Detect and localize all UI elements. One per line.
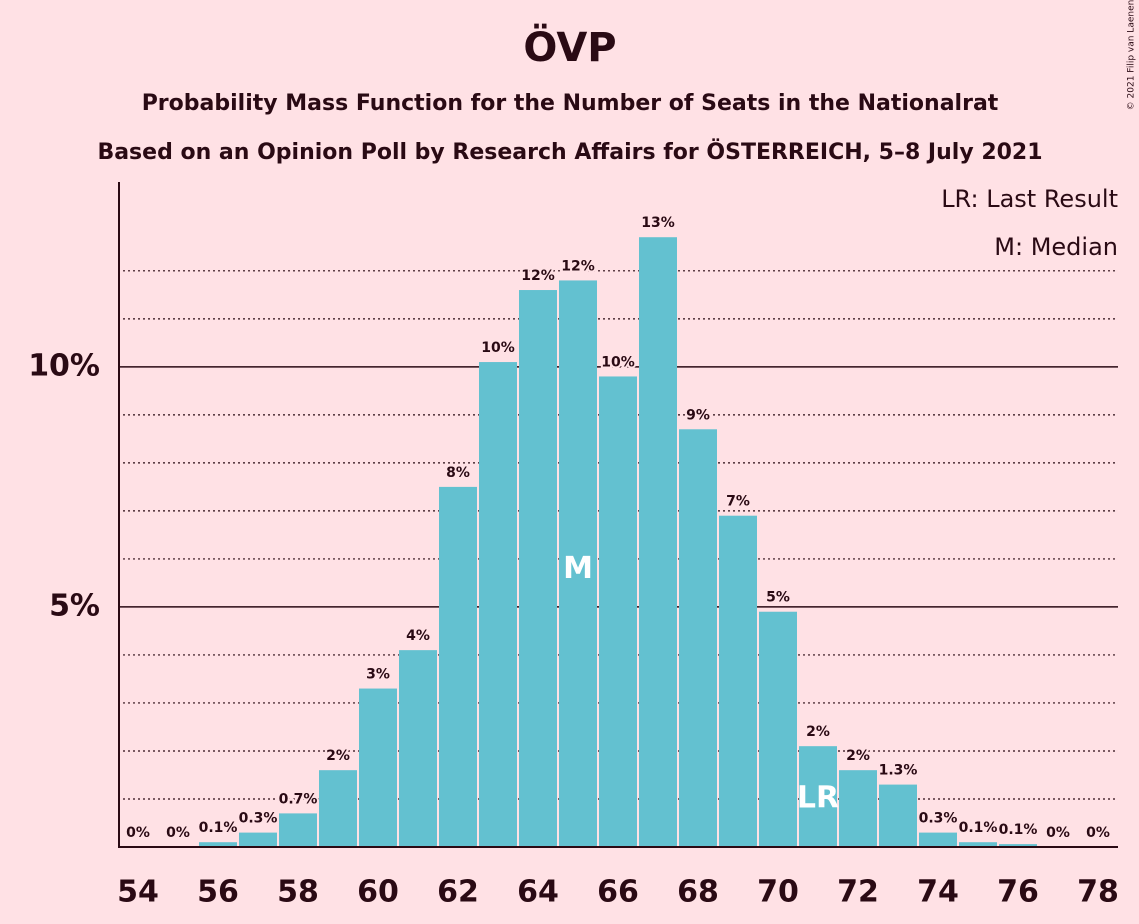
- bar: [519, 290, 557, 848]
- value-label: 0.3%: [239, 811, 278, 827]
- annotation: M: [563, 551, 593, 586]
- x-tick-label: 78: [1077, 875, 1119, 910]
- value-label: 10%: [481, 340, 515, 356]
- value-label: 0%: [166, 825, 190, 841]
- x-tick-label: 56: [197, 875, 239, 910]
- legend-entry: M: Median: [994, 233, 1118, 261]
- legend-entry: LR: Last Result: [941, 185, 1118, 213]
- bar: [479, 362, 517, 847]
- x-tick-label: 64: [517, 875, 559, 910]
- value-label: 0%: [1046, 825, 1070, 841]
- bar: [959, 842, 997, 847]
- chart-title: ÖVP: [523, 23, 616, 71]
- value-label: 2%: [846, 748, 870, 764]
- value-label: 0.1%: [199, 820, 238, 836]
- annotation: LR: [797, 781, 839, 816]
- value-label: 13%: [641, 215, 675, 231]
- value-label: 8%: [446, 465, 470, 481]
- value-label: 0.1%: [999, 822, 1038, 838]
- x-tick-label: 76: [997, 875, 1039, 910]
- bar: [879, 784, 917, 847]
- bar: [799, 746, 837, 847]
- bar: [719, 515, 757, 847]
- x-tick-label: 68: [677, 875, 719, 910]
- value-label: 0.7%: [279, 791, 318, 807]
- bar: [759, 611, 797, 847]
- x-tick-label: 54: [117, 875, 159, 910]
- y-tick-label: 10%: [28, 348, 100, 383]
- chart-subtitle: Probability Mass Function for the Number…: [142, 91, 999, 116]
- value-label: 5%: [766, 590, 790, 606]
- x-tick-label: 74: [917, 875, 959, 910]
- bar: [199, 842, 237, 847]
- bar: [919, 832, 957, 847]
- value-label: 7%: [726, 494, 750, 510]
- value-label: 0%: [126, 825, 150, 841]
- x-tick-label: 60: [357, 875, 399, 910]
- bar: [599, 376, 637, 847]
- value-label: 9%: [686, 407, 710, 423]
- bar: [319, 770, 357, 847]
- value-label: 3%: [366, 667, 390, 683]
- bar: [279, 813, 317, 847]
- value-label: 2%: [806, 724, 830, 740]
- x-tick-label: 62: [437, 875, 479, 910]
- value-label: 0.3%: [919, 811, 958, 827]
- bar: [639, 237, 677, 847]
- bar: [239, 832, 277, 847]
- value-label: 4%: [406, 628, 430, 644]
- bar: [559, 280, 597, 848]
- chart-subtitle: Based on an Opinion Poll by Research Aff…: [97, 139, 1042, 165]
- bar: [359, 688, 397, 847]
- x-tick-label: 70: [757, 875, 799, 910]
- value-label: 1.3%: [879, 763, 918, 779]
- bar: [999, 844, 1037, 847]
- bar: [679, 429, 717, 847]
- value-label: 12%: [561, 258, 595, 274]
- bar: [399, 650, 437, 847]
- value-label: 2%: [326, 748, 350, 764]
- copyright: © 2021 Filip van Laenen: [1127, 0, 1137, 110]
- x-tick-label: 58: [277, 875, 319, 910]
- x-tick-label: 72: [837, 875, 879, 910]
- value-label: 12%: [521, 268, 555, 284]
- bar: [439, 486, 477, 847]
- bar: [839, 770, 877, 847]
- value-label: 10%: [601, 354, 635, 370]
- value-label: 0%: [1086, 825, 1110, 841]
- y-tick-label: 5%: [49, 588, 100, 623]
- x-tick-label: 66: [597, 875, 639, 910]
- value-label: 0.1%: [959, 820, 998, 836]
